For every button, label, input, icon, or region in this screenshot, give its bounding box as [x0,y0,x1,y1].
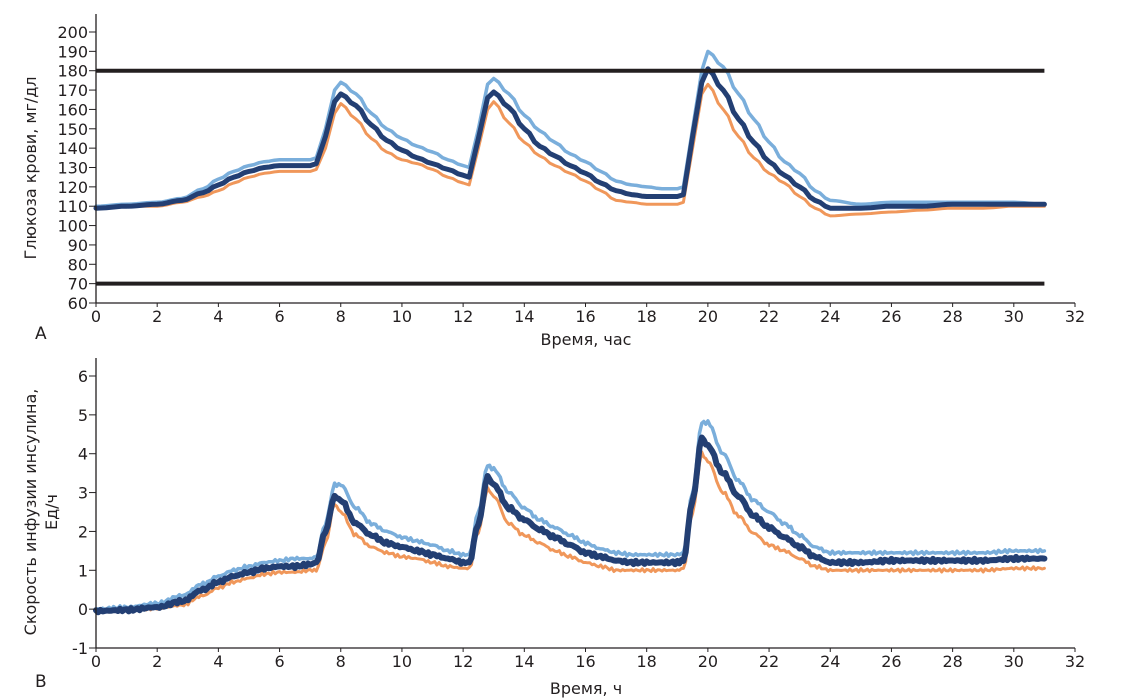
panel-a-y-tick-label: 190 [57,42,88,61]
panel-a-x-tick-label: 18 [637,307,657,326]
panel-a-series-mean [93,66,1047,211]
panel-b-x-tick-label: 0 [91,652,101,671]
panel-a-x-tick-label: 0 [91,307,101,326]
panel-a-glucose-chart: 0 2 4 6 8 10 12 14 16 18 20 22 24 26 28 30 3260708090100… [21,14,1085,349]
panel-b-y-tick-label: 4 [78,445,88,464]
panel-a-y-tick-label: 100 [57,217,88,236]
panel-a-x-tick-label: 12 [453,307,473,326]
panel-a-reference-lines [96,68,1045,286]
panel-b-y-tick-label: -1 [72,639,88,658]
panel-b-x-tick-label: 16 [575,652,595,671]
panel-b-x-tick-label: 2 [152,652,162,671]
panel-a-y-tick-label: 110 [57,197,88,216]
panel-b-y-axis-title-line1: Скорость инфузии инсулина, [21,389,40,636]
panel-b-x-tick-label: 18 [637,652,657,671]
panel-b-series-group [93,419,1048,616]
panel-b-x-tick-label: 30 [1004,652,1024,671]
panel-a-y-axis-title: Глюкоза крови, мг/дл [21,76,40,259]
panel-b-x-tick-label: 8 [336,652,346,671]
panel-a-y-tick-label: 90 [68,236,88,255]
panel-a-x-tick-label: 16 [575,307,595,326]
panel-b-x-tick-label: 12 [453,652,473,671]
panel-b-x-tick-label: 26 [881,652,901,671]
panel-a-x-tick-label: 22 [759,307,779,326]
panel-a-x-tick-label: 10 [392,307,412,326]
panel-a-label: A [35,324,47,344]
panel-b-x-tick-label: 14 [514,652,534,671]
panel-a-x-tick-label: 4 [213,307,223,326]
panel-a-x-tick-label: 20 [698,307,718,326]
panel-a-y-tick-label: 80 [68,255,88,274]
panel-b-y-axis-title-line2: Ед/ч [42,494,61,530]
panel-b-x-tick-label: 24 [820,652,840,671]
panel-a-y-tick-label: 150 [57,120,88,139]
panel-b-x-tick-label: 22 [759,652,779,671]
panel-a-series-group [93,49,1047,218]
panel-a-y-tick-label: 70 [68,275,88,294]
panel-b-x-tick-label: 32 [1065,652,1085,671]
panel-a-y-tick-label: 200 [57,23,88,42]
panel-a-x-tick-label: 14 [514,307,534,326]
panel-a-x-axis-title: Время, час [541,330,632,349]
panel-a-y-tick-label: 160 [57,100,88,119]
panel-b-x-tick-label: 4 [213,652,223,671]
panel-a-x-tick-label: 6 [274,307,284,326]
panel-a-y-tick-label: 170 [57,81,88,100]
panel-a-y-tick-label: 130 [57,159,88,178]
panel-a-y-tick-label: 180 [57,62,88,81]
panel-a-y-tick-label: 140 [57,139,88,158]
panel-a-series-lower [94,82,1046,218]
panel-b-x-axis-title: Время, ч [550,679,622,698]
panel-b-series-lower [94,450,1046,615]
panel-b-x-tick-label: 20 [698,652,718,671]
panel-b-x-tick-label: 28 [942,652,962,671]
panel-a-y-tick-label: 120 [57,178,88,197]
panel-a-x-tick-label: 24 [820,307,840,326]
panel-a-x-tick-label: 28 [942,307,962,326]
panel-b-y-tick-label: 5 [78,406,88,425]
panel-a-series-upper [94,49,1047,208]
panel-a-x-tick-label: 26 [881,307,901,326]
panel-b-y-tick-label: 2 [78,522,88,541]
panel-b-y-tick-label: 1 [78,561,88,580]
panel-b-y-tick-label: 6 [78,367,88,386]
panel-b-x-tick-label: 10 [392,652,412,671]
panel-b-y-tick-label: 3 [78,484,88,503]
panel-b-y-tick-label: 0 [78,600,88,619]
panel-a-y-tick-label: 60 [68,294,88,313]
panel-a-x-tick-label: 8 [336,307,346,326]
panel-a-x-tick-label: 32 [1065,307,1085,326]
panel-a-x-tick-label: 2 [152,307,162,326]
panel-a-axes: 0 2 4 6 8 10 12 14 16 18 20 22 24 26 28 30 3260708090100… [57,14,1085,326]
panel-a-x-tick-label: 30 [1004,307,1024,326]
panel-b-series-upper [94,419,1047,612]
panel-b-x-tick-label: 6 [274,652,284,671]
panel-b-label: B [35,672,47,692]
panel-b-series-mean [93,434,1048,616]
